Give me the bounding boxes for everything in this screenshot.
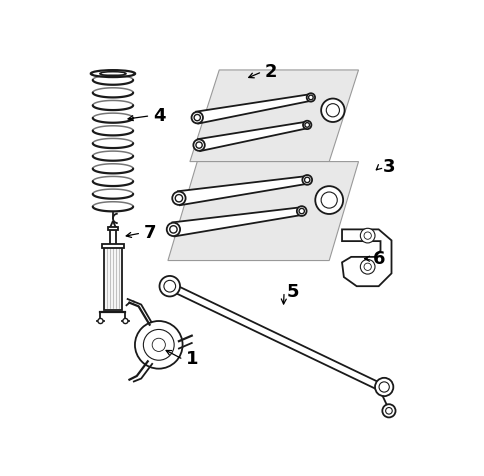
Circle shape [143, 329, 174, 360]
Circle shape [360, 259, 374, 274]
Text: 3: 3 [381, 158, 394, 176]
Circle shape [172, 191, 185, 205]
Circle shape [326, 104, 339, 117]
Circle shape [169, 226, 177, 233]
Circle shape [320, 99, 344, 122]
Circle shape [308, 95, 313, 100]
Circle shape [191, 112, 202, 123]
Circle shape [320, 192, 336, 208]
Circle shape [315, 186, 342, 214]
Circle shape [194, 114, 200, 121]
Polygon shape [168, 283, 385, 392]
Circle shape [385, 407, 392, 414]
Polygon shape [178, 176, 307, 205]
Circle shape [135, 321, 182, 368]
Circle shape [296, 206, 306, 216]
Polygon shape [196, 94, 311, 124]
Circle shape [374, 378, 393, 396]
Circle shape [360, 228, 374, 243]
Circle shape [378, 382, 389, 392]
Circle shape [193, 139, 204, 151]
Bar [109, 227, 116, 246]
Text: 5: 5 [287, 283, 299, 301]
Circle shape [164, 280, 175, 292]
Circle shape [175, 195, 182, 202]
Bar [107, 227, 118, 230]
Bar [104, 245, 121, 310]
Circle shape [299, 208, 304, 214]
Circle shape [302, 121, 311, 129]
Text: 7: 7 [144, 224, 156, 242]
Polygon shape [190, 70, 358, 161]
Circle shape [196, 142, 202, 148]
Circle shape [363, 263, 371, 270]
Circle shape [152, 338, 165, 351]
Text: 4: 4 [153, 107, 166, 125]
Polygon shape [172, 207, 302, 237]
Circle shape [302, 175, 311, 185]
Circle shape [381, 404, 395, 417]
Circle shape [304, 123, 309, 127]
Circle shape [306, 93, 315, 101]
Bar [102, 244, 124, 248]
Circle shape [159, 276, 180, 297]
Circle shape [122, 318, 128, 324]
Circle shape [98, 318, 103, 324]
Polygon shape [341, 229, 391, 286]
Circle shape [363, 232, 371, 239]
Text: 1: 1 [186, 350, 198, 368]
Polygon shape [167, 161, 358, 260]
Circle shape [166, 223, 180, 236]
Text: 6: 6 [372, 250, 385, 268]
Text: 2: 2 [265, 63, 277, 81]
Polygon shape [109, 221, 116, 229]
Polygon shape [197, 122, 307, 151]
Circle shape [304, 177, 309, 183]
